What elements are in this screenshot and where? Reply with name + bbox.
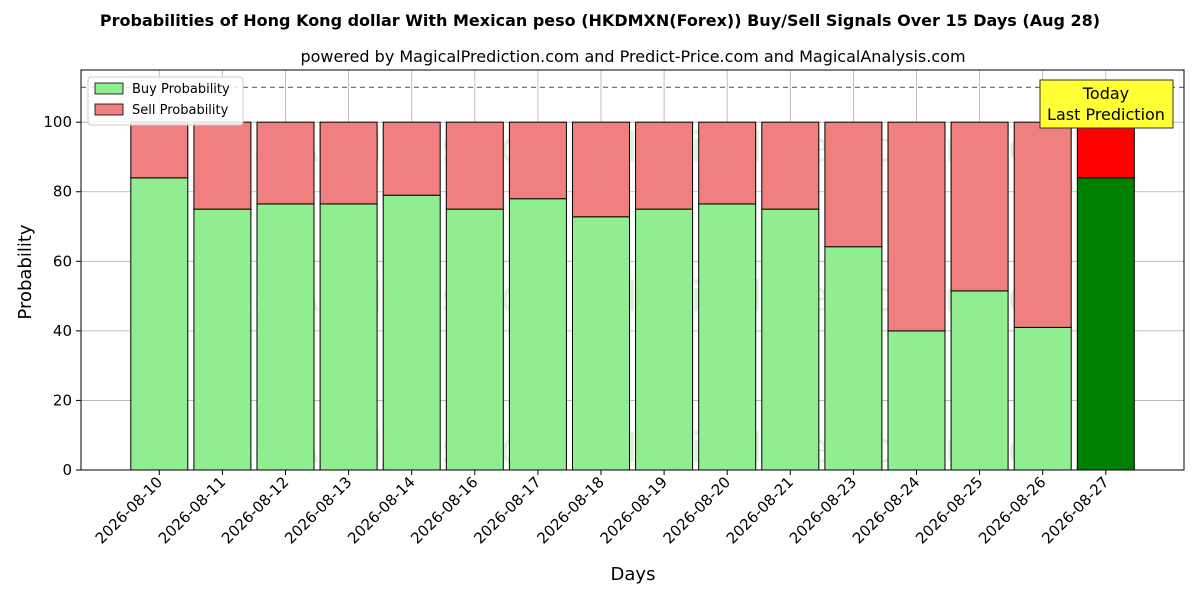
- bar-buy: [698, 203, 757, 471]
- bar-buy: [761, 208, 820, 471]
- today-annotation: Today Last Prediction: [1039, 79, 1174, 129]
- bar-sell: [1076, 121, 1135, 179]
- bar-sell: [635, 121, 694, 210]
- legend-label-sell: Sell Probability: [132, 103, 229, 118]
- annotation-box: [1039, 79, 1174, 129]
- x-tick-label: 2026-08-17: [470, 473, 544, 547]
- bar-buy: [824, 246, 883, 471]
- legend-box: [87, 76, 244, 126]
- x-tick-label: 2026-08-12: [218, 473, 292, 547]
- bar-sell: [950, 121, 1009, 292]
- bar-buy: [1076, 177, 1135, 471]
- bar-sell: [572, 121, 630, 218]
- bar-sell: [698, 121, 757, 205]
- x-tick-label: 2026-08-14: [344, 473, 418, 547]
- bar-sell: [887, 121, 946, 332]
- bar-sell: [1013, 121, 1072, 328]
- bar-buy: [572, 216, 630, 471]
- x-tick-label: 2026-08-13: [281, 473, 355, 547]
- y-tick-label: 60: [53, 252, 72, 270]
- legend-label-buy: Buy Probability: [132, 82, 230, 97]
- y-tick-label: 100: [43, 113, 72, 131]
- annotation-line-2: Last Prediction: [1047, 105, 1165, 124]
- y-tick-label: 80: [53, 183, 72, 201]
- bar-buy: [508, 198, 567, 471]
- x-tick-label: 2026-08-25: [912, 473, 986, 547]
- legend-swatch-sell: [94, 103, 124, 116]
- y-tick-label: 20: [53, 391, 72, 409]
- x-tick-label: 2026-08-10: [92, 473, 166, 547]
- x-tick-label: 2026-08-27: [1038, 473, 1112, 547]
- bar-sell: [256, 121, 315, 205]
- bar-sell: [193, 121, 252, 210]
- y-tick-label: 0: [62, 461, 72, 479]
- bar-sell: [382, 121, 441, 196]
- x-tick-label: 2026-08-19: [597, 473, 671, 547]
- y-tick-label: 40: [53, 322, 72, 340]
- chart-title: Probabilities of Hong Kong dollar With M…: [100, 11, 1100, 30]
- bar-buy: [130, 177, 189, 471]
- bar-buy: [382, 194, 441, 471]
- bar-buy: [950, 290, 1009, 471]
- x-tick-label: 2026-08-11: [155, 473, 229, 547]
- bar-sell: [319, 121, 378, 205]
- y-axis-label: Probability: [15, 224, 36, 319]
- x-tick-label: 2026-08-16: [407, 473, 481, 547]
- bar-buy: [193, 208, 252, 471]
- bar-buy: [256, 203, 315, 471]
- x-tick-label: 2026-08-23: [786, 473, 860, 547]
- bar-buy: [1013, 326, 1072, 471]
- x-tick-label: 2026-08-20: [660, 473, 734, 547]
- bar-sell: [130, 121, 189, 179]
- bar-sell: [761, 121, 820, 210]
- legend-swatch-buy: [94, 82, 124, 95]
- x-tick-label: 2026-08-21: [723, 473, 797, 547]
- x-tick-label: 2026-08-18: [533, 473, 607, 547]
- bar-buy: [319, 203, 378, 471]
- bar-buy: [445, 208, 504, 471]
- bar-sell: [445, 121, 504, 210]
- bar-buy: [887, 330, 946, 471]
- x-axis-label: Days: [611, 564, 656, 585]
- bar-sell: [824, 121, 883, 248]
- chart-subtitle: powered by MagicalPrediction.com and Pre…: [300, 47, 965, 66]
- bar-buy: [635, 208, 694, 471]
- legend: Buy Probability Sell Probability: [87, 76, 244, 126]
- bar-sell: [508, 121, 567, 200]
- x-tick-label: 2026-08-26: [975, 473, 1049, 547]
- annotation-line-1: Today: [1082, 84, 1129, 103]
- x-tick-label: 2026-08-24: [849, 473, 923, 547]
- plot-area: MagicalAnalysis.comMagicalPrediction.com…: [43, 69, 1185, 547]
- plot-frame: [80, 69, 1185, 471]
